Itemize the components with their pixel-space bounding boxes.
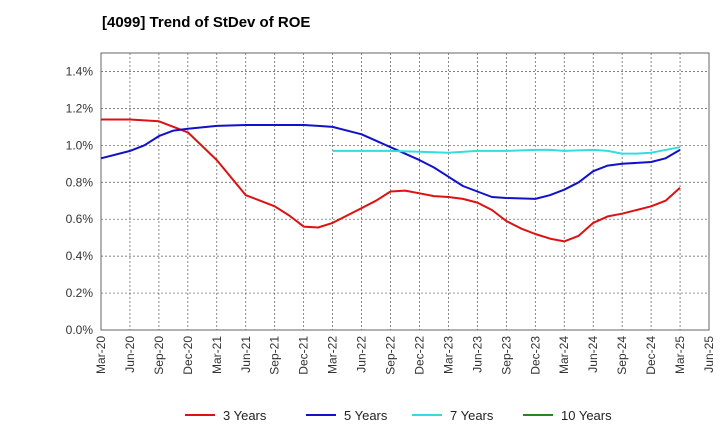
y-tick-label: 0.0% xyxy=(66,323,94,337)
series-lines xyxy=(100,118,681,243)
axes: 0.0% 0.2% 0.4% 0.6% 0.8% 1.0% 1.2% 1.4% Mar-20 Ju… xyxy=(66,52,716,375)
x-tick-label: Mar-21 xyxy=(210,336,224,374)
x-tick-label: Mar-20 xyxy=(94,336,108,374)
plot-border xyxy=(100,52,710,331)
x-tick-label: Dec-23 xyxy=(528,336,542,375)
y-tick-label: 0.2% xyxy=(66,286,94,300)
x-tick-label: Mar-22 xyxy=(326,336,340,374)
x-tick-label: Mar-25 xyxy=(673,336,687,374)
series-line-3-years xyxy=(101,118,681,243)
x-tick-label: Dec-21 xyxy=(297,336,311,375)
x-tick-label: Sep-20 xyxy=(152,336,166,375)
x-tick-label: Jun-22 xyxy=(355,336,369,373)
x-tick-label: Jun-20 xyxy=(123,336,137,373)
x-tick-label: Sep-22 xyxy=(384,336,398,375)
x-tick-label: Sep-21 xyxy=(268,336,282,375)
x-tick-label: Sep-24 xyxy=(615,336,629,375)
x-tick-label: Mar-23 xyxy=(441,336,455,374)
x-tick-label: Dec-22 xyxy=(412,336,426,375)
chart-title: [4099] Trend of StDev of ROE xyxy=(102,14,311,31)
y-tick-label: 0.6% xyxy=(66,212,94,226)
y-tick-label: 1.4% xyxy=(66,64,94,78)
x-tick-label: Dec-20 xyxy=(181,336,195,375)
x-tick-label: Dec-24 xyxy=(644,336,658,375)
legend: 3 Years 5 Years 7 Years 10 Years xyxy=(185,408,612,423)
legend-label: 10 Years xyxy=(561,408,612,423)
legend-label: 7 Years xyxy=(450,408,494,423)
x-tick-label: Jun-21 xyxy=(239,336,253,373)
x-tick-label: Sep-23 xyxy=(499,336,513,375)
x-tick-label: Mar-24 xyxy=(557,336,571,374)
x-tick-label: Jun-25 xyxy=(702,336,716,373)
y-tick-label: 1.2% xyxy=(66,101,94,115)
legend-label: 5 Years xyxy=(344,408,388,423)
y-tick-label: 0.8% xyxy=(66,175,94,189)
series-line-7-years xyxy=(332,146,681,155)
legend-label: 3 Years xyxy=(223,408,267,423)
x-tick-label: Jun-23 xyxy=(470,336,484,373)
series-line-5-years xyxy=(100,124,681,200)
x-tick-label: Jun-24 xyxy=(586,336,600,373)
y-tick-label: 1.0% xyxy=(66,138,94,152)
y-tick-label: 0.4% xyxy=(66,249,94,263)
